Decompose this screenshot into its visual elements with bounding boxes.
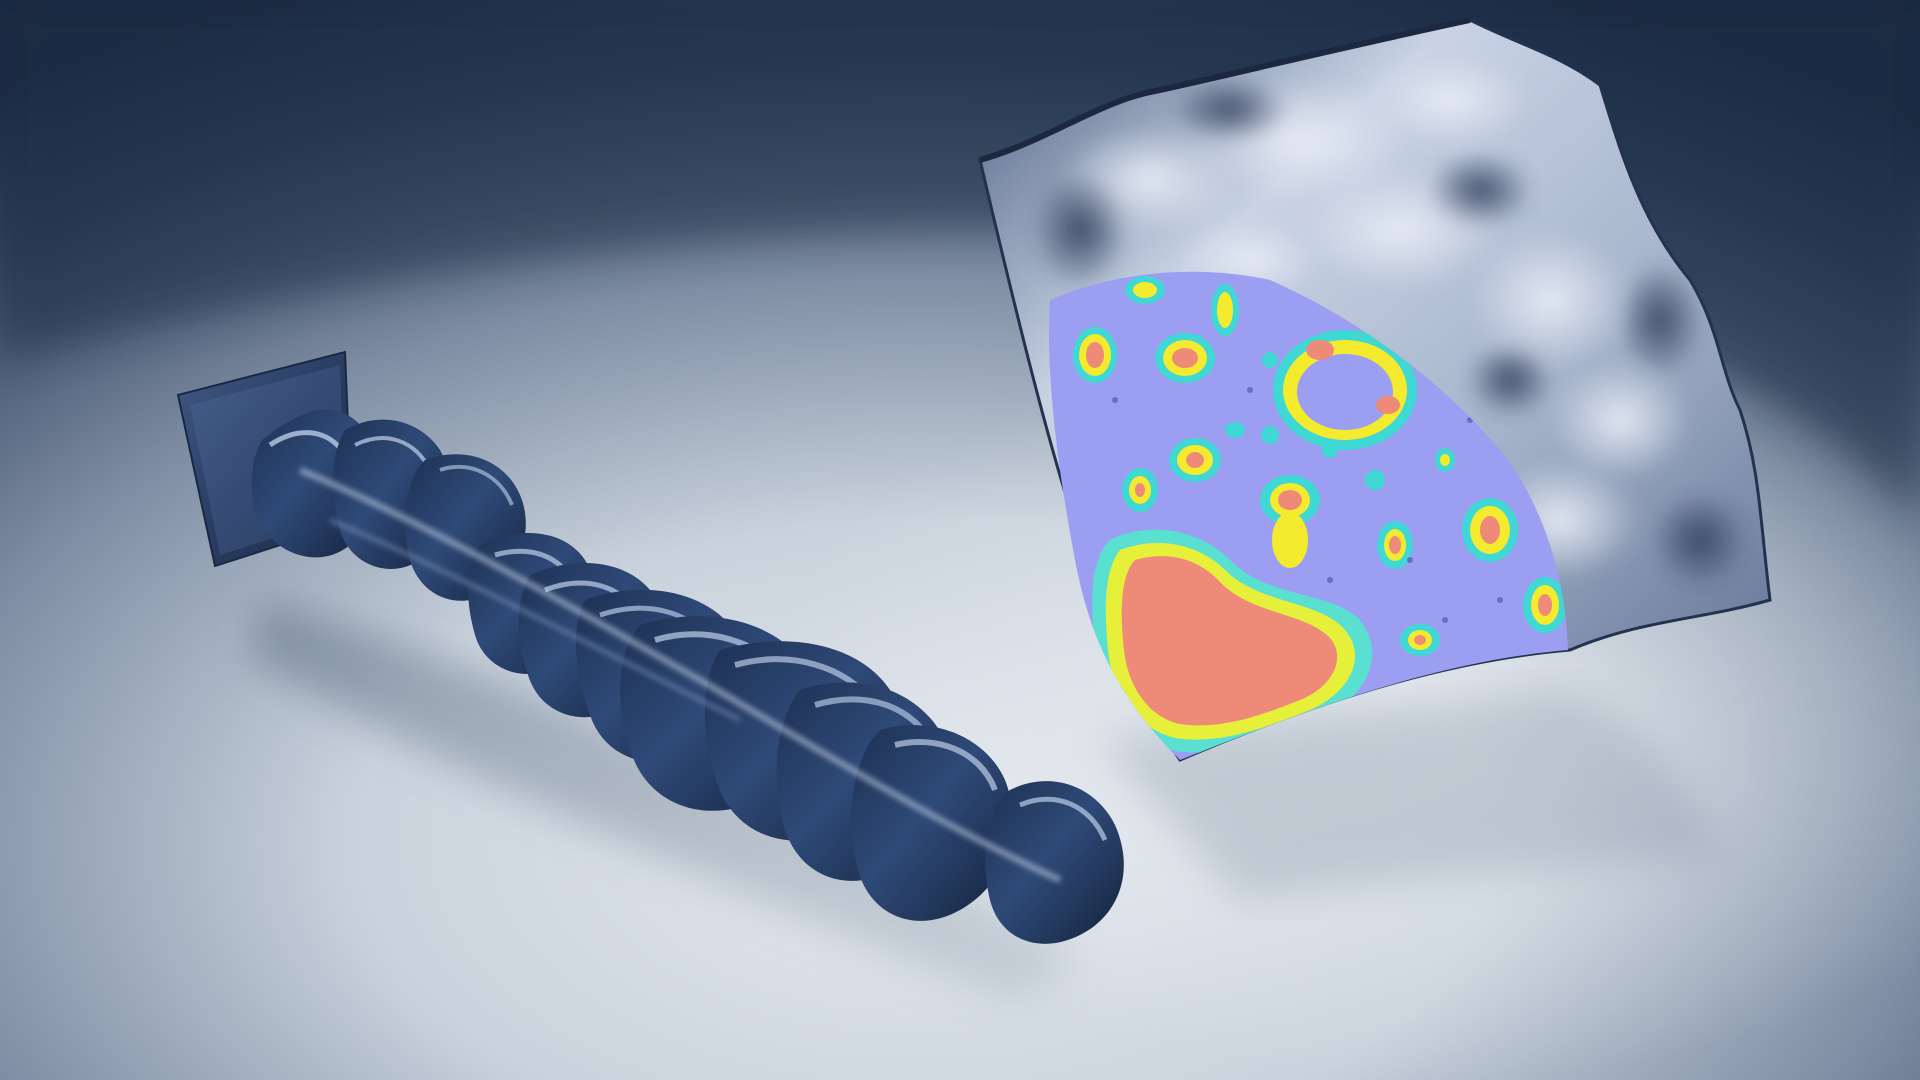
sheet-shadow	[1100, 690, 1720, 900]
sheet-texture	[1030, 55, 1750, 590]
heatmap-dots	[1112, 387, 1503, 623]
ribbon-highlights	[298, 467, 1062, 883]
heatmap-sheet	[978, 17, 1772, 762]
ribbon-shadow	[250, 600, 1080, 1000]
heatmap-spots	[1073, 276, 1567, 656]
heatmap-ring	[1273, 330, 1417, 450]
heatmap-hot-patch	[1092, 529, 1373, 753]
ribbon-structure	[176, 350, 1124, 944]
sheet-edge	[979, 17, 1471, 163]
